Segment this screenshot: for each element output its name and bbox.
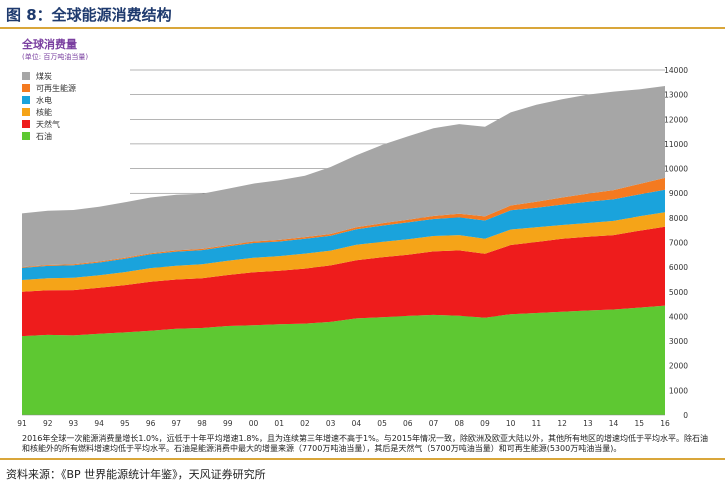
legend-label: 石油 (36, 131, 52, 141)
legend-item-coal: 煤炭 (22, 70, 76, 82)
x-tick-label: 94 (94, 419, 104, 428)
x-tick-label: 15 (635, 419, 645, 428)
x-tick-label: 91 (17, 419, 27, 428)
x-tick-label: 12 (557, 419, 567, 428)
y-tick-label: 12000 (664, 115, 688, 124)
legend-label: 煤炭 (36, 71, 52, 81)
x-tick-label: 97 (172, 419, 182, 428)
y-tick-label: 11000 (664, 140, 688, 149)
legend-swatch (22, 120, 30, 128)
area-oil (22, 305, 665, 415)
legend-item-hydro: 水电 (22, 94, 76, 106)
x-tick-label: 16 (660, 419, 670, 428)
source-note: 资料来源：《BP 世界能源统计年鉴》，天风证券研究所 (6, 468, 266, 481)
x-tick-label: 93 (69, 419, 79, 428)
x-tick-label: 06 (403, 419, 413, 428)
stacked-areas (22, 86, 665, 415)
x-tick-label: 00 (249, 419, 259, 428)
area-hydro (22, 189, 665, 280)
y-tick-label: 7000 (669, 239, 688, 248)
y-tick-label: 9000 (669, 189, 688, 198)
x-tick-label: 09 (480, 419, 490, 428)
chart-title: 全球消费量 (22, 38, 77, 51)
x-tick-label: 07 (429, 419, 439, 428)
y-tick-label: 14000 (664, 66, 688, 75)
x-tick-label: 14 (609, 419, 619, 428)
legend-item-gas: 天然气 (22, 118, 76, 130)
y-tick-label: 3000 (669, 337, 688, 346)
chart-legend: 煤炭可再生能源水电核能天然气石油 (22, 70, 76, 142)
chart-subtitle: (单位: 百万吨油当量) (22, 53, 89, 61)
legend-swatch (22, 84, 30, 92)
y-tick-label: 5000 (669, 288, 688, 297)
y-tick-label: 13000 (664, 91, 688, 100)
legend-label: 可再生能源 (36, 83, 76, 93)
area-coal (22, 86, 665, 268)
x-tick-label: 10 (506, 419, 516, 428)
chart: 0100020003000400050006000700080009000100… (17, 66, 688, 428)
y-tick-label: 0 (683, 411, 688, 420)
y-tick-label: 2000 (669, 362, 688, 371)
top-divider (0, 27, 725, 29)
x-tick-label: 05 (377, 419, 387, 428)
figure-title: 图 8：全球能源消费结构 (6, 6, 172, 24)
x-tick-label: 11 (532, 419, 542, 428)
legend-label: 天然气 (36, 119, 60, 129)
legend-item-renewables: 可再生能源 (22, 82, 76, 94)
legend-swatch (22, 72, 30, 80)
x-tick-label: 92 (43, 419, 53, 428)
chart-footnote: 2016年全球一次能源消费量增长1.0%，远低于十年平均增速1.8%，且为连续第… (22, 434, 709, 453)
x-tick-label: 95 (120, 419, 130, 428)
area-nuclear (22, 212, 665, 292)
legend-label: 水电 (36, 95, 52, 105)
x-tick-label: 13 (583, 419, 593, 428)
legend-label: 核能 (36, 107, 52, 117)
x-tick-label: 03 (326, 419, 336, 428)
y-tick-label: 1000 (669, 386, 688, 395)
legend-swatch (22, 108, 30, 116)
x-tick-label: 98 (197, 419, 207, 428)
x-tick-label: 01 (274, 419, 284, 428)
x-tick-label: 99 (223, 419, 233, 428)
y-tick-label: 8000 (669, 214, 688, 223)
legend-swatch (22, 132, 30, 140)
area-gas (22, 226, 665, 337)
x-axis-ticks: 91 92 93 94 95 96 97 98 99 00 01 02 03 04 05 06 07 08 09 10… (17, 419, 670, 428)
y-tick-label: 4000 (669, 312, 688, 321)
legend-item-oil: 石油 (22, 130, 76, 142)
legend-swatch (22, 96, 30, 104)
x-tick-label: 04 (352, 419, 362, 428)
y-tick-label: 10000 (664, 165, 688, 174)
y-tick-label: 6000 (669, 263, 688, 272)
x-tick-label: 02 (300, 419, 310, 428)
x-tick-label: 96 (146, 419, 156, 428)
y-axis-ticks: 0 1000 2000 3000 4000 5000 6000 7000 8000 9000 100… (664, 66, 688, 420)
legend-item-nuclear: 核能 (22, 106, 76, 118)
x-tick-label: 08 (454, 419, 464, 428)
bottom-divider (0, 458, 725, 460)
